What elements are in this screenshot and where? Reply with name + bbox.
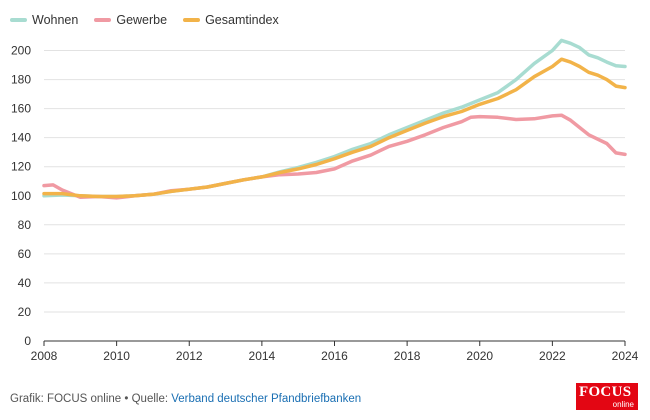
y-tick-label: 80: [18, 218, 32, 232]
focus-online-logo[interactable]: FOCUS online: [576, 383, 638, 410]
chart-footer: Grafik: FOCUS online • Quelle: Verband d…: [10, 393, 361, 405]
legend-item-wohnen[interactable]: Wohnen: [10, 13, 78, 27]
legend-item-gewerbe[interactable]: Gewerbe: [94, 13, 167, 27]
x-tick-label: 2008: [31, 349, 58, 363]
x-tick-label: 2024: [612, 349, 639, 363]
footer-credit: Grafik: FOCUS online • Quelle:: [10, 393, 172, 405]
chart-legend: Wohnen Gewerbe Gesamtindex: [10, 13, 279, 27]
y-tick-label: 160: [11, 102, 31, 116]
y-tick-label: 20: [18, 305, 32, 319]
y-tick-label: 200: [11, 44, 31, 58]
legend-label-wohnen: Wohnen: [32, 13, 79, 27]
x-tick-label: 2014: [249, 349, 276, 363]
x-tick-label: 2016: [321, 349, 348, 363]
y-tick-label: 180: [11, 73, 31, 87]
x-tick-label: 2010: [103, 349, 130, 363]
legend-swatch-gewerbe: [94, 18, 112, 22]
legend-swatch-wohnen: [10, 18, 27, 22]
x-tick-label: 2022: [539, 349, 566, 363]
y-tick-label: 0: [24, 334, 31, 348]
y-tick-label: 60: [18, 247, 32, 261]
legend-label-gewerbe: Gewerbe: [116, 13, 168, 27]
logo-wordmark: FOCUS: [579, 384, 632, 400]
x-tick-label: 2020: [466, 349, 493, 363]
logo-subtext: online: [612, 400, 634, 409]
y-tick-label: 100: [11, 189, 31, 203]
x-tick-label: 2018: [394, 349, 421, 363]
source-link[interactable]: Verband deutscher Pfandbriefbanken: [171, 393, 362, 405]
line-chart: 0 20 40 60 80 100 120 140 160 180 200 2008 2010 2012 2…: [11, 38, 639, 363]
legend-swatch-gesamtindex: [183, 18, 201, 22]
x-tick-label: 2012: [176, 349, 203, 363]
series-line-gesamtindex: [42, 57, 627, 199]
y-tick-label: 140: [11, 131, 31, 145]
legend-item-gesamtindex[interactable]: Gesamtindex: [183, 13, 279, 27]
y-tick-label: 120: [11, 160, 31, 174]
y-tick-label: 40: [18, 276, 32, 290]
legend-label-gesamtindex: Gesamtindex: [205, 13, 279, 27]
